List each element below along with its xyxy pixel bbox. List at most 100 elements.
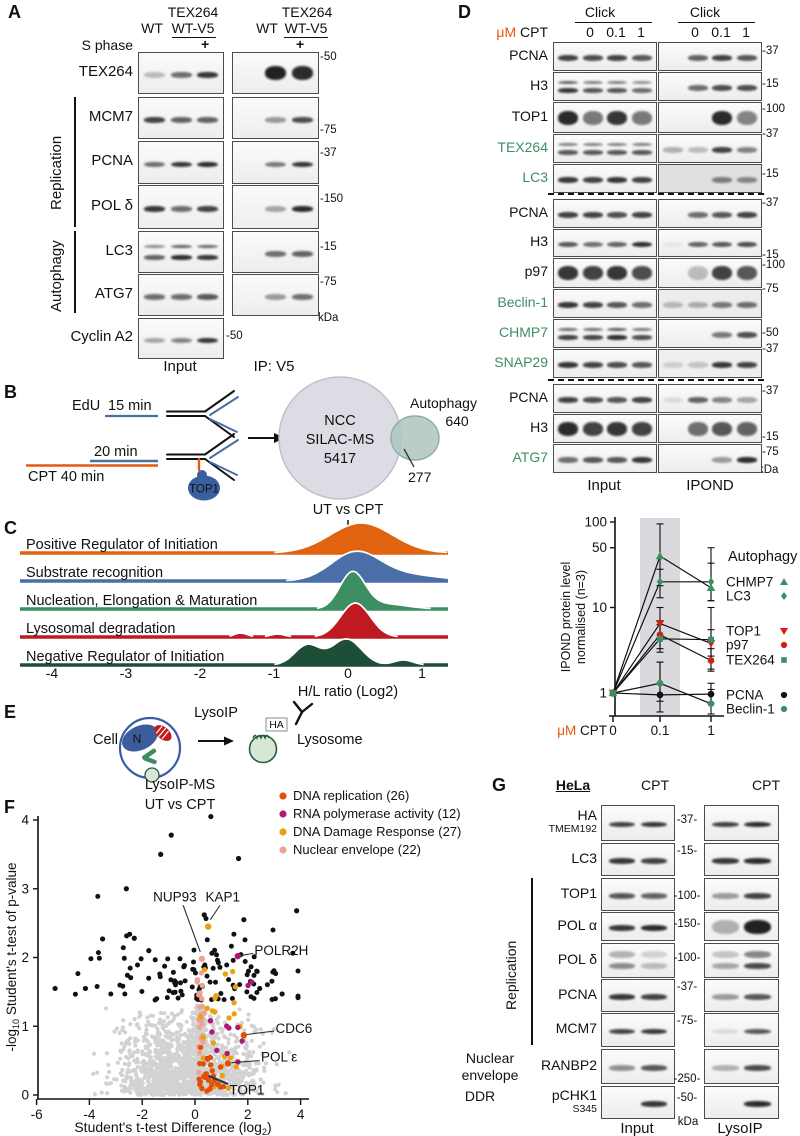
ipond-label: IPOND: [686, 477, 734, 494]
ridge-plot: UT vs CPT Positive Regulator of Initiatio…: [18, 502, 448, 700]
wb-band: [607, 150, 628, 155]
wb-band: [264, 294, 287, 300]
wb-band: [607, 80, 628, 85]
wb-blot: [704, 1086, 779, 1119]
wb-band: [687, 421, 708, 436]
wb-blot: [553, 258, 657, 288]
kda-marker: -100: [762, 259, 786, 272]
protein-label: RANBP2: [540, 1056, 597, 1073]
cell-line-label: HeLa: [555, 777, 591, 793]
protein-label: CHMP7: [498, 323, 548, 340]
wb-band: [736, 241, 757, 248]
kda-unit-label: kDa: [318, 312, 339, 324]
wb-band: [607, 362, 628, 368]
kda-marker: -50-: [676, 1091, 698, 1104]
ridge-x-tick: -2: [194, 665, 207, 681]
wb-band: [558, 335, 579, 340]
wb-blot: [601, 912, 675, 941]
wb-band: [640, 1101, 667, 1107]
wb-band: [609, 925, 636, 931]
protein-label: LC3: [571, 849, 597, 866]
wb-band: [197, 117, 219, 123]
wb-band: [640, 994, 667, 1000]
replication-bracket: [531, 878, 533, 1045]
wb-blot: [601, 1086, 675, 1119]
wb-blot: [553, 289, 657, 318]
protein-label: pCHK1 S345: [551, 1086, 597, 1115]
wb-band: [264, 251, 287, 257]
ipond-y-tick: 100: [584, 515, 607, 530]
venn-overlap-count: 277: [408, 469, 432, 485]
wb-band: [558, 80, 579, 85]
wb-band: [744, 994, 771, 1000]
replication-bracket: [74, 97, 76, 227]
panel-letter-g: G: [492, 775, 507, 795]
panel-letter-a: A: [8, 2, 21, 22]
ipond-legend-entry: PCNA: [726, 688, 764, 703]
wb-blot: [658, 414, 762, 443]
wb-band: [264, 117, 287, 123]
volcano-y-tick: 0: [21, 1088, 29, 1103]
lysosome-in-cell-icon: [144, 767, 160, 783]
wb-band: [736, 55, 757, 61]
antibody-icon: [292, 700, 314, 726]
wb-band: [607, 266, 628, 280]
arrow-right-icon: [198, 736, 234, 746]
wb-band: [558, 88, 579, 93]
wb-blot: [601, 1049, 675, 1084]
wb-blot: [658, 258, 762, 288]
kda-marker: -15: [762, 78, 779, 91]
ipond-legend-entry: LC3: [726, 589, 751, 604]
wb-band: [631, 110, 652, 125]
ipond-x-tick: 0.1: [651, 723, 670, 738]
wb-blot: [553, 42, 657, 71]
wb-band: [609, 962, 636, 969]
wtv5-underline: [284, 37, 328, 38]
wb-band: [744, 919, 771, 934]
volcano-legend-entry: DNA replication (26): [293, 788, 409, 803]
protein-label: MCM7: [555, 1020, 597, 1037]
wb-band: [712, 362, 733, 368]
protein-label: TOP1: [511, 107, 548, 124]
ipond-y-tick: 1: [599, 686, 607, 701]
kda-marker: -50: [762, 327, 779, 340]
wb-band: [687, 362, 708, 368]
wb-blot: [553, 164, 657, 193]
wb-blot: [232, 274, 319, 316]
volcano-gene-label: TOP1: [229, 1083, 264, 1098]
wb-band: [558, 241, 579, 248]
wb-band: [558, 177, 579, 183]
wb-band: [712, 85, 733, 91]
wb-band: [640, 821, 667, 828]
wb-blot: [704, 912, 779, 941]
volcano-y-axis-label: -log10 Student's t-test of p-value: [4, 863, 21, 1052]
ridge-title: UT vs CPT: [313, 502, 384, 518]
volcano-y-tick: 4: [21, 813, 29, 828]
wb-band: [143, 244, 165, 249]
edu-time-label: 15 min: [108, 398, 152, 414]
wb-blot: [704, 943, 779, 978]
wb-blot: [138, 318, 224, 359]
wb-blot: [658, 164, 762, 193]
wb-blot: [553, 319, 657, 348]
wb-blot: [601, 943, 675, 978]
wb-band: [170, 244, 192, 249]
wb-band: [687, 55, 708, 61]
wb-blot: [658, 102, 762, 133]
input-label: Input: [163, 358, 197, 375]
wb-blot: [138, 274, 224, 316]
wb-band: [712, 858, 739, 864]
ridge-category-label: Lysosomal degradation: [26, 621, 175, 637]
venn-total-count: 5417: [324, 451, 356, 467]
wb-band: [631, 241, 652, 248]
replication-bracket-label: Replication: [503, 940, 519, 1010]
volcano-x-axis-label: Student's t-test Difference (log2): [74, 1119, 271, 1136]
wb-blot: [553, 199, 657, 228]
kda-marker: -150-: [673, 917, 701, 930]
wb-band: [631, 421, 652, 436]
wb-blot: [138, 52, 224, 94]
wb-band: [687, 266, 708, 280]
wb-band: [712, 919, 739, 934]
volcano-gene-label: POLR2H: [254, 943, 308, 958]
kda-marker: -37: [320, 147, 337, 160]
